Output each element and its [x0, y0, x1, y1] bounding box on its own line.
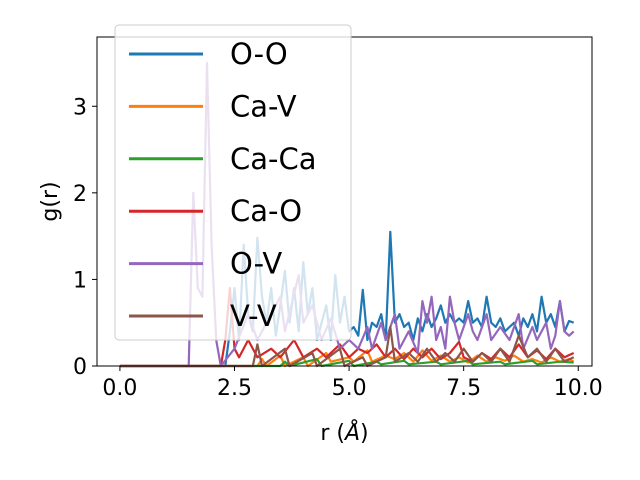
y-tick-label: 2 — [73, 182, 87, 207]
x-axis-label: r (Å) — [320, 419, 368, 446]
x-axis-ticks: 0.0 2.5 5.0 7.5 10.0 — [102, 366, 603, 401]
y-axis-label: g(r) — [38, 181, 63, 221]
x-tick-label: 0.0 — [102, 376, 137, 401]
legend-label-o-v: O-V — [230, 247, 282, 281]
y-tick-label: 1 — [73, 268, 87, 293]
x-tick-label: 10.0 — [554, 376, 603, 401]
x-tick-label: 7.5 — [446, 376, 481, 401]
legend-box — [114, 24, 352, 341]
series-line-v-v — [119, 325, 575, 368]
x-tick-label: 5.0 — [332, 376, 367, 401]
legend-label-ca-ca: Ca-Ca — [230, 142, 317, 176]
legend-label-ca-o: Ca-O — [230, 194, 302, 228]
y-axis-ticks: 0 1 2 3 — [73, 95, 97, 380]
x-axis-label-unit: Å — [343, 419, 360, 446]
y-tick-label: 3 — [73, 95, 87, 120]
series-line-ca-ca — [119, 358, 574, 368]
x-tick-label: 2.5 — [217, 376, 252, 401]
x-axis-label-suffix: ) — [360, 421, 369, 446]
y-tick-label: 0 — [73, 355, 87, 380]
x-axis-label-prefix: r ( — [320, 421, 345, 446]
legend: O-O Ca-V Ca-Ca Ca-O O-V V-V — [114, 24, 352, 341]
legend-label-ca-v: Ca-V — [230, 89, 297, 123]
legend-label-o-o: O-O — [230, 37, 288, 71]
legend-label-v-v: V-V — [230, 299, 277, 333]
